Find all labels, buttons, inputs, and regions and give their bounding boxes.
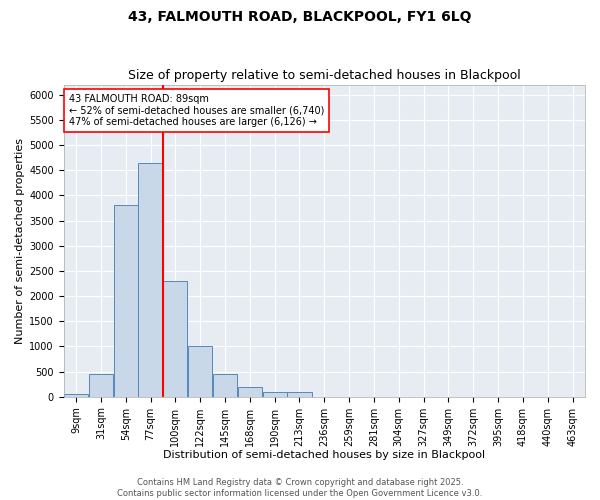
Bar (188, 346, 212, 397)
Bar (238, 386, 262, 396)
Bar (213, 374, 237, 396)
Bar (139, 162, 163, 396)
Title: Size of property relative to semi-detached houses in Blackpool: Size of property relative to semi-detach… (128, 69, 521, 82)
Bar (287, 392, 311, 396)
Bar (163, 281, 187, 396)
Bar (263, 392, 287, 396)
Y-axis label: Number of semi-detached properties: Number of semi-detached properties (15, 138, 25, 344)
Text: Contains HM Land Registry data © Crown copyright and database right 2025.
Contai: Contains HM Land Registry data © Crown c… (118, 478, 482, 498)
Bar (113, 206, 138, 396)
Bar (64, 394, 88, 396)
Text: 43 FALMOUTH ROAD: 89sqm
← 52% of semi-detached houses are smaller (6,740)
47% of: 43 FALMOUTH ROAD: 89sqm ← 52% of semi-de… (69, 94, 324, 127)
X-axis label: Distribution of semi-detached houses by size in Blackpool: Distribution of semi-detached houses by … (163, 450, 485, 460)
Bar (89, 374, 113, 396)
Text: 43, FALMOUTH ROAD, BLACKPOOL, FY1 6LQ: 43, FALMOUTH ROAD, BLACKPOOL, FY1 6LQ (128, 10, 472, 24)
